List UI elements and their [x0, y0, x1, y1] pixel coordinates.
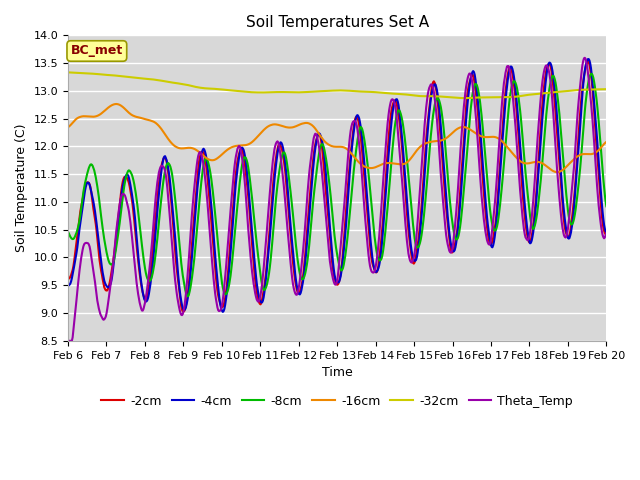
-16cm — [550, 168, 558, 174]
-16cm — [235, 143, 243, 148]
Y-axis label: Soil Temperature (C): Soil Temperature (C) — [15, 124, 28, 252]
-2cm — [484, 230, 492, 236]
-4cm — [219, 309, 227, 315]
-8cm — [419, 227, 426, 233]
-16cm — [484, 134, 492, 140]
-32cm — [602, 86, 610, 92]
-16cm — [196, 150, 204, 156]
-2cm — [180, 309, 188, 314]
-32cm — [196, 85, 204, 91]
Line: Theta_Temp: Theta_Temp — [68, 58, 606, 341]
X-axis label: Time: Time — [322, 366, 353, 379]
-2cm — [196, 152, 204, 157]
-4cm — [484, 221, 492, 227]
-4cm — [64, 283, 72, 288]
-8cm — [184, 293, 191, 299]
-32cm — [216, 86, 223, 92]
-4cm — [602, 229, 610, 235]
Line: -2cm: -2cm — [68, 61, 606, 312]
-16cm — [419, 142, 426, 148]
-8cm — [550, 74, 558, 80]
-4cm — [235, 155, 243, 161]
-8cm — [602, 204, 610, 209]
-32cm — [484, 95, 492, 100]
-2cm — [235, 151, 243, 157]
Theta_Temp — [581, 55, 589, 60]
Theta_Temp — [418, 167, 426, 172]
-2cm — [550, 91, 558, 97]
-8cm — [196, 187, 204, 193]
Line: -8cm: -8cm — [68, 74, 606, 296]
-4cm — [196, 165, 204, 170]
-4cm — [419, 204, 426, 210]
Title: Soil Temperatures Set A: Soil Temperatures Set A — [246, 15, 429, 30]
Theta_Temp — [196, 149, 204, 155]
-8cm — [588, 71, 596, 77]
-32cm — [234, 88, 242, 94]
-4cm — [550, 80, 558, 85]
-16cm — [602, 139, 610, 145]
-8cm — [235, 187, 243, 193]
Text: BC_met: BC_met — [70, 45, 123, 58]
Line: -4cm: -4cm — [68, 59, 606, 312]
-16cm — [64, 124, 72, 130]
-2cm — [602, 232, 610, 238]
-2cm — [217, 302, 225, 308]
Theta_Temp — [64, 338, 72, 344]
-8cm — [484, 183, 492, 189]
-32cm — [418, 93, 426, 99]
-4cm — [585, 56, 593, 62]
-8cm — [64, 229, 72, 235]
-2cm — [64, 276, 72, 282]
Theta_Temp — [602, 230, 610, 236]
-32cm — [64, 70, 72, 75]
-4cm — [216, 298, 223, 304]
Line: -16cm: -16cm — [68, 104, 606, 172]
-16cm — [217, 153, 225, 158]
Theta_Temp — [234, 144, 242, 150]
Legend: -2cm, -4cm, -8cm, -16cm, -32cm, Theta_Temp: -2cm, -4cm, -8cm, -16cm, -32cm, Theta_Te… — [97, 390, 578, 413]
-2cm — [584, 59, 592, 64]
-32cm — [550, 89, 558, 95]
-16cm — [113, 101, 120, 107]
-8cm — [217, 268, 225, 274]
-2cm — [419, 193, 426, 199]
Line: -32cm: -32cm — [68, 72, 606, 98]
Theta_Temp — [216, 308, 223, 314]
Theta_Temp — [549, 110, 557, 116]
-32cm — [461, 95, 469, 101]
-16cm — [553, 169, 561, 175]
Theta_Temp — [483, 237, 491, 243]
